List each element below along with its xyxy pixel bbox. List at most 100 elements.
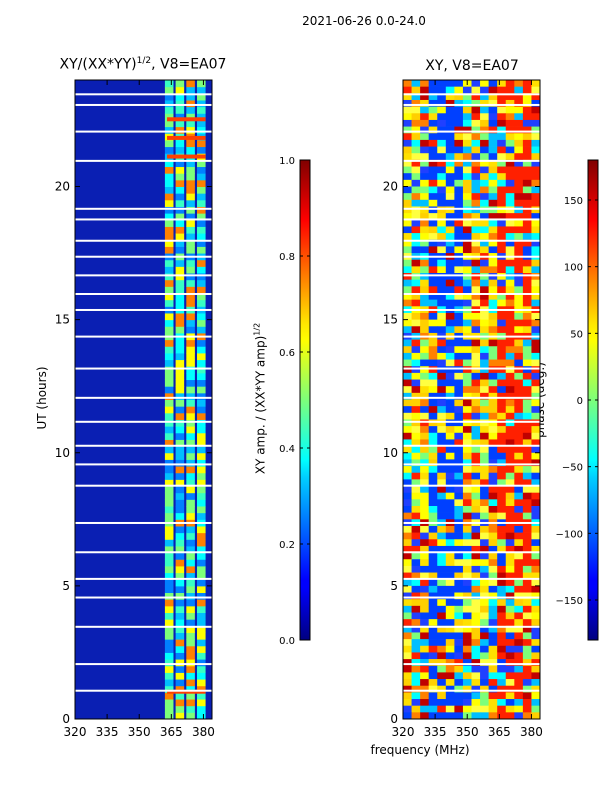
heatmap-cell <box>437 705 447 713</box>
heatmap-cell <box>471 459 481 467</box>
heatmap-cell <box>437 692 447 700</box>
heatmap-cell <box>471 692 481 700</box>
flagged-row <box>403 159 540 162</box>
heatmap-cell <box>488 159 498 167</box>
heatmap-cell <box>514 699 524 706</box>
heatmap-cell <box>454 106 464 114</box>
heatmap-cell <box>462 93 472 101</box>
heatmap-cell <box>411 139 421 147</box>
heatmap-cell <box>403 426 412 434</box>
flagged-row <box>403 207 540 210</box>
heatmap-cell <box>175 452 185 460</box>
heatmap-cell <box>531 612 541 620</box>
heatmap-cell <box>420 406 429 414</box>
heatmap-cell <box>403 639 412 647</box>
heatmap-cell <box>445 619 455 627</box>
heatmap-cell <box>164 579 174 587</box>
heatmap-cell <box>164 406 174 414</box>
heatmap-cell <box>480 139 489 147</box>
heatmap-cell <box>462 679 472 687</box>
heatmap-cell <box>462 179 472 187</box>
heatmap-cell <box>197 659 206 667</box>
heatmap-cell <box>164 126 174 134</box>
heatmap-cell <box>497 412 507 420</box>
heatmap-cell <box>420 186 429 194</box>
heatmap-cell <box>488 372 498 380</box>
heatmap-cell <box>186 559 195 567</box>
heatmap-cell <box>403 206 412 214</box>
heatmap-cell <box>462 486 472 493</box>
heatmap-cell <box>197 299 206 307</box>
heatmap-cell <box>420 259 429 267</box>
heatmap-cell <box>445 366 455 374</box>
heatmap-cell <box>531 266 541 274</box>
heatmap-cell <box>403 139 412 147</box>
heatmap-cell <box>197 279 206 287</box>
heatmap-cell <box>480 226 489 234</box>
heatmap-cell <box>522 293 532 300</box>
heatmap-cell <box>462 645 472 653</box>
heatmap-cell <box>505 652 515 660</box>
heatmap-cell <box>522 266 532 274</box>
heatmap-cell <box>175 472 185 480</box>
heatmap-cell <box>522 672 532 680</box>
heatmap-cell <box>186 273 195 281</box>
heatmap-cell <box>164 379 174 387</box>
heatmap-cell <box>497 552 507 560</box>
heatmap-cell <box>505 605 515 613</box>
heatmap-cell <box>175 173 185 181</box>
heatmap-cell <box>420 679 429 687</box>
heatmap-cell <box>175 392 185 400</box>
heatmap-cell <box>497 539 507 547</box>
heatmap-cell <box>480 386 489 394</box>
heatmap-cell <box>514 113 524 121</box>
heatmap-cell <box>522 326 532 334</box>
heatmap-cell <box>454 486 464 493</box>
heatmap-cell <box>175 645 185 653</box>
heatmap-cell <box>497 366 507 374</box>
heatmap-cell <box>411 506 421 513</box>
heatmap-cell <box>197 346 206 354</box>
heatmap-cell <box>462 293 472 300</box>
heatmap-cell <box>445 166 455 174</box>
heatmap-cell <box>428 645 438 653</box>
heatmap-cell <box>420 552 429 560</box>
heatmap-cell <box>505 599 515 607</box>
heatmap-cell <box>462 193 472 201</box>
heatmap-cell <box>480 119 489 127</box>
heatmap-cell <box>437 472 447 480</box>
heatmap-cell <box>462 619 472 627</box>
heatmap-cell <box>445 672 455 680</box>
heatmap-cell <box>522 93 532 101</box>
heatmap-cell <box>531 452 541 460</box>
heatmap-cell <box>454 539 464 547</box>
heatmap-cell <box>164 479 174 487</box>
heatmap-cell <box>522 572 532 580</box>
heatmap-cell <box>420 106 429 114</box>
heatmap-cell <box>480 166 489 174</box>
heatmap-cell <box>462 379 472 387</box>
flagged-row <box>75 444 212 447</box>
heatmap-cell <box>403 472 412 480</box>
heatmap-cell <box>186 645 195 653</box>
heatmap-cell <box>497 99 507 107</box>
heatmap-cell <box>186 299 195 307</box>
heatmap-cell <box>197 605 206 613</box>
heatmap-cell <box>175 699 185 707</box>
heatmap-cell <box>197 599 206 607</box>
heatmap-cell <box>437 612 447 620</box>
heatmap-cell <box>186 146 195 154</box>
heatmap-cell <box>428 592 438 600</box>
heatmap-cell <box>175 479 185 487</box>
heatmap-cell <box>488 299 498 307</box>
heatmap-cell <box>197 525 206 534</box>
heatmap-cell <box>505 86 515 94</box>
heatmap-cell <box>197 492 206 500</box>
heatmap-cell <box>505 206 515 214</box>
heatmap-cell <box>480 565 489 573</box>
heatmap-cell <box>420 625 429 633</box>
heatmap-cell <box>488 439 498 447</box>
heatmap-cell <box>505 679 515 687</box>
heatmap-cell <box>437 665 447 673</box>
heatmap-cell <box>411 219 421 227</box>
